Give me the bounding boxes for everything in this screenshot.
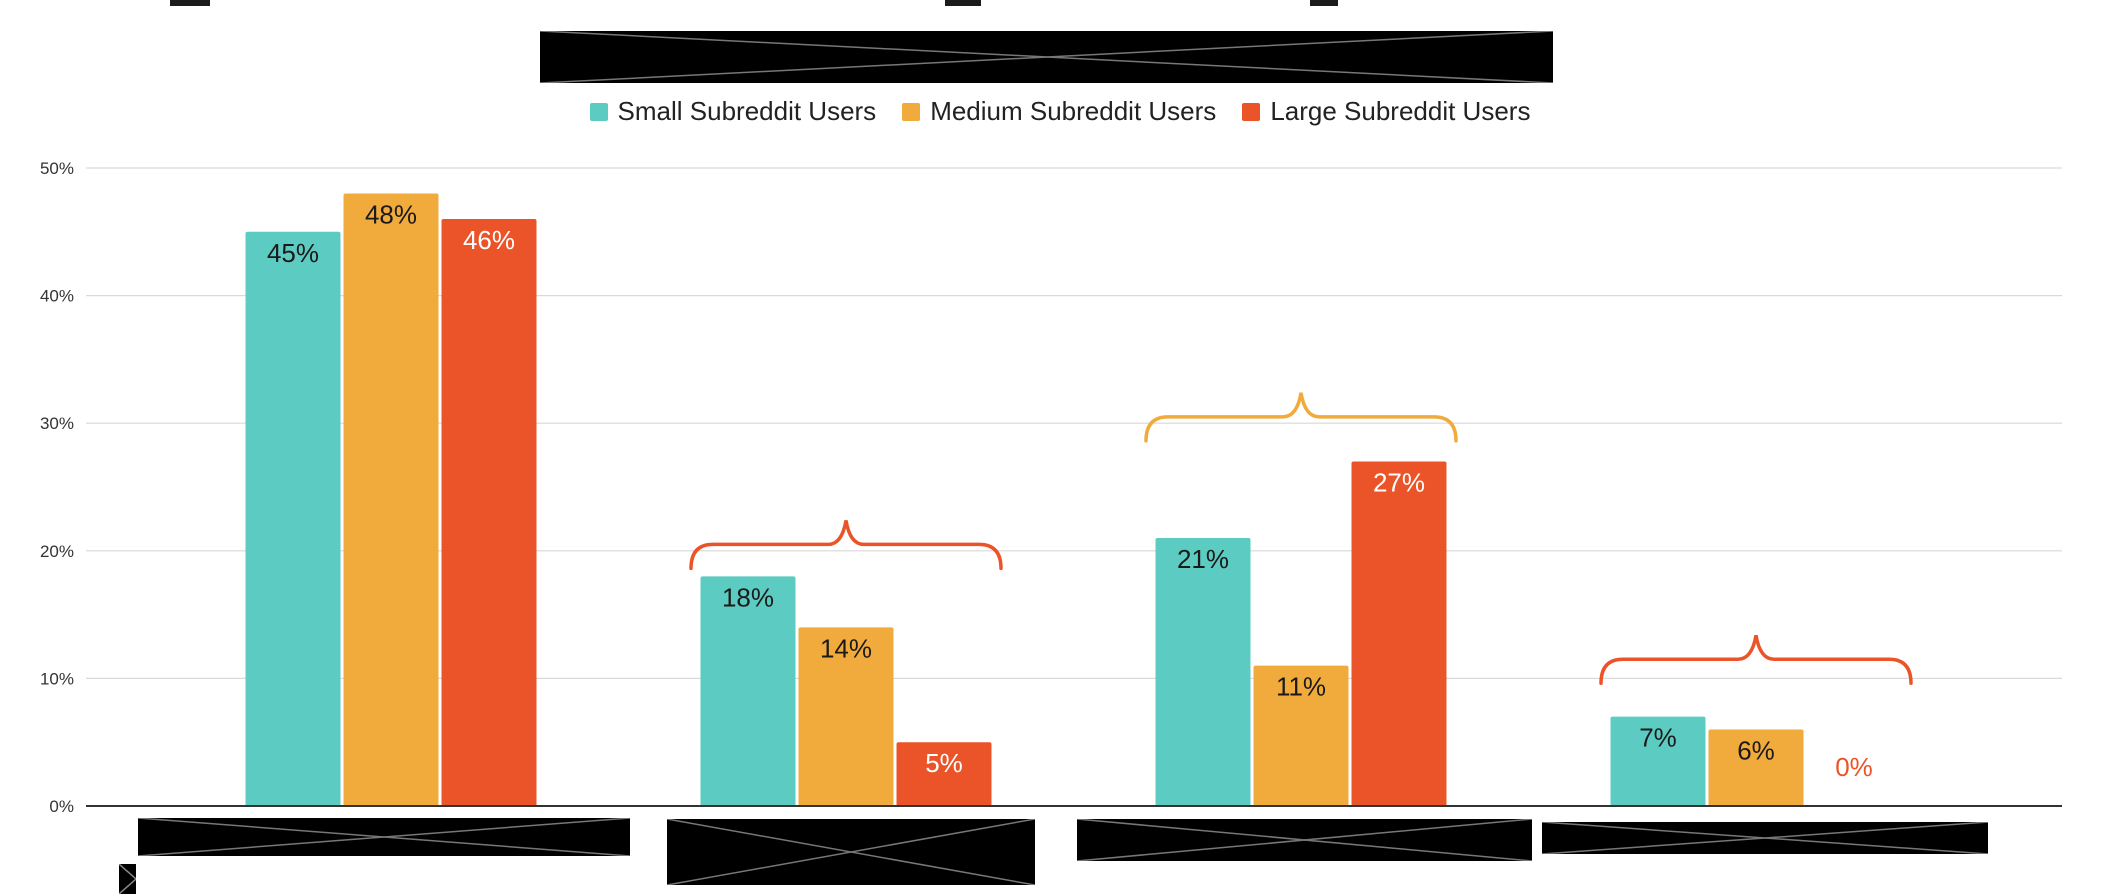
cropped-heading-remnant-middle xyxy=(945,0,981,6)
data-label: 48% xyxy=(365,200,417,230)
legend-swatch-large xyxy=(1242,102,1261,121)
bar xyxy=(1155,538,1251,806)
bar xyxy=(1708,729,1804,806)
cropped-heading-remnant-right xyxy=(1310,0,1338,6)
redacted-title xyxy=(540,31,1553,83)
brace-annotation xyxy=(689,520,1003,571)
redacted-category-label-3 xyxy=(1077,819,1532,861)
legend-label-medium: Medium Subreddit Users xyxy=(930,96,1217,126)
legend-item-large: Large Subreddit Users xyxy=(1242,96,1530,127)
data-label: 14% xyxy=(820,633,872,663)
brace-annotation xyxy=(1144,392,1458,443)
redacted-category-label-4 xyxy=(1542,822,1988,854)
brace-annotation xyxy=(1599,634,1913,686)
legend-swatch-small xyxy=(589,102,608,121)
legend-item-small: Small Subreddit Users xyxy=(589,96,877,127)
bar xyxy=(245,231,341,807)
bar xyxy=(1610,716,1706,806)
legend-swatch-medium xyxy=(902,102,921,121)
legend-label-small: Small Subreddit Users xyxy=(617,96,877,126)
bar xyxy=(441,219,537,807)
data-label: 27% xyxy=(1373,467,1425,497)
data-label: 21% xyxy=(1177,544,1229,574)
bar xyxy=(1253,665,1349,806)
y-tick-label: 0% xyxy=(49,797,74,816)
data-label: 0% xyxy=(1835,752,1873,782)
redacted-small-mark xyxy=(119,864,136,894)
y-tick-label: 40% xyxy=(40,287,74,306)
bar xyxy=(896,742,992,806)
legend-item-medium: Medium Subreddit Users xyxy=(902,96,1216,127)
data-label: 45% xyxy=(267,238,319,268)
data-label: 11% xyxy=(1276,672,1326,702)
bar xyxy=(798,627,894,806)
data-label: 18% xyxy=(722,582,774,612)
redacted-category-label-2 xyxy=(667,819,1035,885)
data-label: 6% xyxy=(1737,735,1775,765)
y-tick-label: 10% xyxy=(40,669,74,688)
bar xyxy=(343,193,439,806)
redacted-category-label-1 xyxy=(138,818,630,856)
y-tick-label: 20% xyxy=(40,542,74,561)
y-tick-label: 30% xyxy=(40,414,74,433)
legend-label-large: Large Subreddit Users xyxy=(1270,96,1531,126)
legend: Small Subreddit Users Medium Subreddit U… xyxy=(0,96,2120,127)
y-tick-label: 50% xyxy=(40,159,74,178)
data-label: 46% xyxy=(463,225,515,255)
data-label: 5% xyxy=(925,748,963,778)
cropped-heading-remnant-left xyxy=(170,0,210,6)
bar xyxy=(1351,461,1447,806)
bar xyxy=(700,576,796,806)
data-label: 7% xyxy=(1639,723,1677,753)
